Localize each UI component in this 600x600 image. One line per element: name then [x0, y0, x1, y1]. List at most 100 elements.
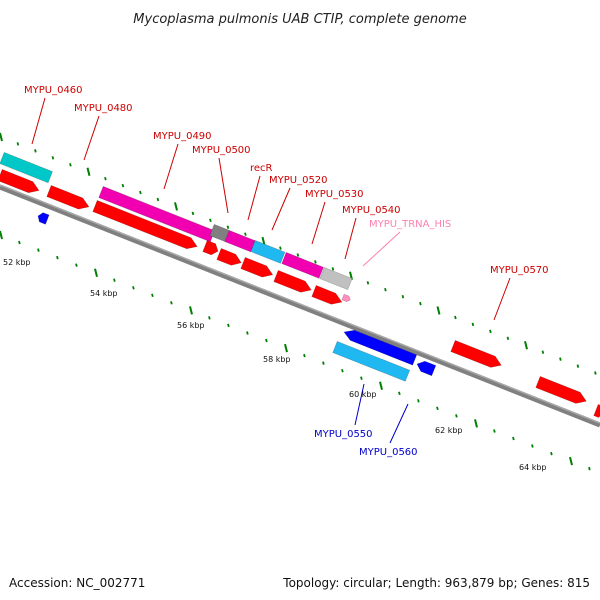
leader-line [311, 201, 326, 245]
leader-line [389, 403, 409, 444]
minor-tick [436, 406, 439, 411]
minor-tick [191, 211, 195, 216]
minor-tick [113, 278, 116, 282]
minor-tick [366, 281, 370, 285]
major-tick [284, 343, 288, 353]
gene-label[interactable]: MYPU_0540 [342, 205, 401, 216]
minor-tick [34, 149, 37, 153]
gene-reverse[interactable] [37, 212, 50, 225]
gene-forward[interactable] [216, 248, 242, 266]
gene-mypu-0550[interactable] [343, 329, 418, 366]
minor-tick [296, 253, 300, 257]
genome-backbone [0, 184, 600, 428]
leader-line [354, 383, 365, 426]
gene-label[interactable]: MYPU_0560 [359, 447, 418, 458]
minor-tick [314, 260, 317, 264]
minor-tick [493, 429, 496, 433]
minor-tick [550, 451, 553, 456]
minor-tick [244, 232, 247, 236]
leader-line [344, 217, 357, 260]
scale-label: 52 kbp [3, 258, 31, 267]
minor-tick [75, 263, 78, 267]
minor-tick [104, 176, 107, 181]
leader-line [493, 277, 511, 321]
gene-label[interactable]: MYPU_0550 [314, 429, 373, 440]
minor-tick [401, 294, 405, 299]
minor-tick [417, 399, 420, 403]
minor-tick [16, 142, 20, 146]
major-tick [0, 230, 3, 240]
gene-mypu-0460[interactable] [0, 152, 53, 184]
minor-tick [121, 183, 125, 188]
gene-forward[interactable] [273, 270, 312, 293]
minor-tick [471, 322, 475, 327]
gene-label[interactable]: MYPU_TRNA_HIS [369, 219, 451, 230]
scale-label: 62 kbp [435, 426, 463, 435]
minor-tick [226, 225, 230, 229]
gene-forward[interactable] [593, 404, 600, 418]
gene-forward[interactable] [46, 185, 90, 210]
gene-label[interactable]: MYPU_0570 [490, 265, 549, 276]
scale-label: 60 kbp [349, 390, 377, 399]
scale-labels: 52 kbp 54 kbp 56 kbp 58 kbp 60 kbp 62 kb… [3, 258, 547, 472]
leader-line [31, 97, 46, 145]
major-tick [569, 456, 573, 466]
gene-labels: MYPU_0460 MYPU_0480 MYPU_0490 MYPU_0500 … [24, 85, 549, 458]
map-title: Mycoplasma pulmonis UAB CTIP, complete g… [133, 12, 466, 27]
minor-tick [384, 287, 387, 292]
leader-line [83, 115, 100, 161]
minor-tick [398, 391, 401, 396]
minor-tick [246, 331, 249, 335]
minor-tick [559, 357, 562, 361]
genome-summary-text: Topology: circular; Length: 963,879 bp; … [282, 576, 590, 590]
minor-tick [51, 156, 55, 160]
major-tick [261, 236, 266, 246]
gene-recr[interactable] [224, 230, 256, 253]
major-tick [524, 341, 528, 350]
gene-mypu-0520[interactable] [250, 240, 286, 264]
major-tick [86, 167, 91, 176]
gene-label[interactable]: MYPU_0500 [192, 145, 251, 156]
minor-tick [455, 414, 458, 418]
gene-forward[interactable] [535, 376, 587, 404]
leader-line [362, 231, 401, 267]
gene-forward[interactable] [311, 285, 343, 305]
major-tick [174, 202, 178, 211]
minor-tick [37, 248, 40, 252]
minor-tick [279, 246, 282, 250]
gene-reverse[interactable] [416, 360, 437, 377]
gene-label[interactable]: MYPU_0530 [305, 189, 364, 200]
minor-tick [454, 315, 457, 320]
gene-mypu-0540[interactable] [319, 267, 353, 290]
leader-line [218, 157, 229, 214]
gene-mypu-0570[interactable] [450, 340, 502, 368]
minor-tick [419, 301, 422, 306]
gene-forward[interactable] [240, 257, 274, 278]
label-leader-lines [31, 97, 511, 444]
gene-mypu-0530[interactable] [281, 252, 324, 279]
minor-tick [18, 240, 21, 245]
minor-tick [531, 444, 534, 448]
minor-tick [541, 350, 545, 354]
minor-tick [489, 329, 492, 334]
minor-tick [265, 338, 268, 343]
gene-mypu-0500[interactable] [209, 224, 230, 242]
minor-tick [322, 361, 325, 365]
major-tick [379, 381, 383, 390]
gene-label[interactable]: MYPU_0520 [269, 175, 328, 186]
gene-forward[interactable] [0, 169, 40, 194]
gene-label[interactable]: MYPU_0490 [153, 131, 212, 142]
gene-mypu-trna-his[interactable] [341, 293, 351, 303]
gene-forward[interactable] [202, 240, 219, 256]
gene-label[interactable]: recR [250, 163, 273, 174]
minor-tick [132, 286, 135, 290]
major-tick [189, 306, 193, 315]
scale-label: 56 kbp [177, 321, 205, 330]
gene-mypu-0560[interactable] [332, 341, 411, 382]
gene-label[interactable]: MYPU_0460 [24, 85, 83, 96]
gene-label[interactable]: MYPU_0480 [74, 103, 133, 114]
minor-tick [331, 267, 335, 271]
gene-forward[interactable] [92, 200, 198, 250]
minor-tick [139, 190, 142, 195]
